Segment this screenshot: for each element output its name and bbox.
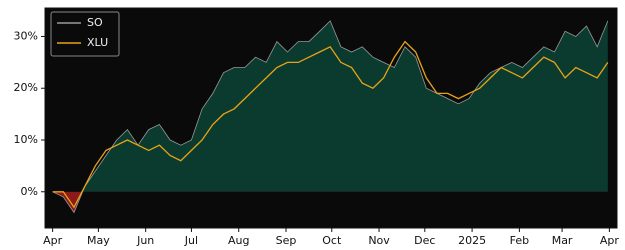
x-tick-label: May — [87, 234, 110, 247]
x-tick-label: Sep — [276, 234, 297, 247]
x-tick-label: Nov — [368, 234, 390, 247]
x-tick-label: Apr — [43, 234, 63, 247]
legend-label: SO — [87, 16, 103, 29]
x-tick-label: Apr — [600, 234, 620, 247]
legend-label: XLU — [87, 36, 108, 49]
x-tick-label: Jul — [184, 234, 198, 247]
area-above — [82, 20, 608, 192]
x-tick-label: Mar — [552, 234, 573, 247]
plot-frame — [44, 7, 618, 229]
series-line — [52, 20, 609, 214]
series-line — [52, 40, 609, 209]
x-tick-label: Aug — [228, 234, 249, 247]
x-tick-label: Feb — [510, 234, 529, 247]
x-tick-label: Oct — [322, 234, 342, 247]
y-tick-label: 0% — [21, 185, 38, 198]
y-tick-label: 10% — [14, 133, 38, 146]
x-tick-label: 2025 — [458, 234, 486, 247]
x-tick-label: Dec — [414, 234, 435, 247]
y-tick-label: 30% — [14, 29, 38, 42]
y-tick-label: 20% — [14, 81, 38, 94]
legend-box — [50, 11, 120, 57]
x-tick-label: Jun — [136, 234, 154, 247]
legend: SO XLU — [50, 11, 120, 57]
